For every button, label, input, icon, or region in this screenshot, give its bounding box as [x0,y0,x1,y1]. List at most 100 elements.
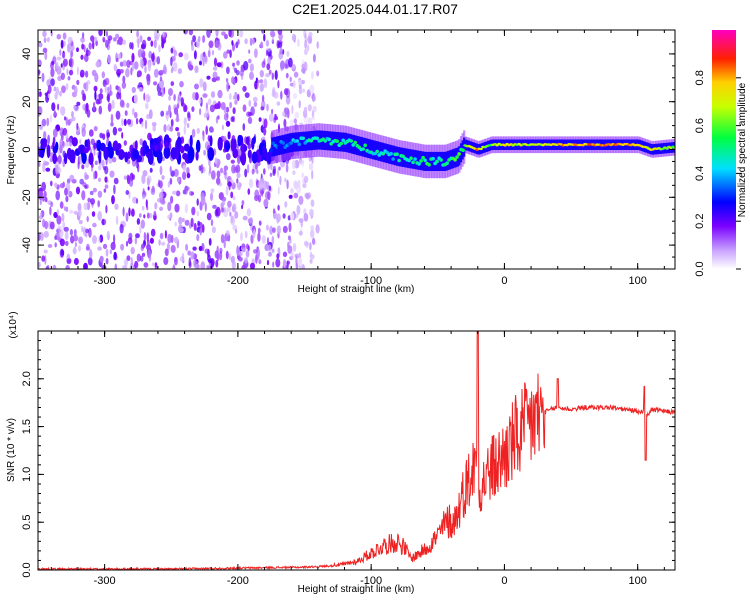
noise-band-blob [233,138,237,150]
noise-blob [214,208,219,217]
ridge-core [289,141,294,145]
noise-blob [90,35,95,42]
ridge-edge [280,135,283,155]
noise-blob [268,251,272,257]
noise-blob [183,125,187,135]
noise-blob [159,206,164,211]
noise-blob [257,227,261,234]
ridge-core [389,151,393,156]
noise-blob [172,62,178,72]
noise-blob [287,235,291,241]
noise-blob [269,172,273,177]
noise-blob [188,64,194,71]
colorbar-tick-label: 0.6 [694,118,706,133]
noise-blob [126,102,130,109]
noise-blob [261,235,266,244]
noise-blob [105,248,109,257]
noise-blob [170,195,174,204]
noise-blob [277,30,283,35]
noise-blob [315,224,320,234]
noise-band-blob [71,137,78,147]
noise-blob [285,72,289,79]
colorbar-tick-label: 0.8 [694,70,706,85]
noise-blob [136,30,140,38]
noise-blob [148,254,152,262]
noise-blob [272,227,276,234]
noise-blob [119,61,124,67]
x-tick-label: 0 [501,275,507,287]
noise-blob [53,110,57,117]
noise-blob [263,127,267,136]
noise-blob [307,117,312,126]
noise-blob [225,230,230,237]
noise-blob [115,110,121,120]
x-tick-label: 0 [501,575,507,587]
noise-blob [190,217,194,228]
noise-blob [256,169,259,175]
noise-blob [247,143,252,150]
noise-band-blob [69,149,76,164]
ridge-core [417,162,421,166]
noise-blob [134,236,138,245]
noise-blob [220,102,226,110]
noise-blob [65,265,70,269]
ridge-core [397,158,401,163]
noise-blob [143,92,146,101]
y-tick-label: 20 [21,96,33,108]
noise-blob [50,180,53,187]
noise-blob [38,59,42,67]
noise-blob [258,259,262,265]
ridge-core [391,157,395,161]
noise-blob [225,250,229,260]
noise-blob [284,201,288,208]
noise-blob [257,232,261,242]
noise-blob [85,232,88,238]
noise-blob [92,101,96,111]
noise-blob [285,163,289,173]
noise-blob [69,138,73,147]
noise-blob [125,240,129,247]
noise-blob [247,188,251,195]
noise-blob [271,36,274,44]
noise-blob [145,199,148,208]
noise-band-blob [52,152,57,165]
ridge-edge [429,151,432,171]
ridge-edge [354,135,357,155]
noise-blob [284,107,289,115]
noise-blob [51,102,56,112]
noise-blob [148,213,153,219]
noise-blob [301,79,305,85]
noise-blob [175,190,181,197]
noise-blob [217,115,220,120]
noise-blob [177,68,183,75]
ridge-edge [373,140,376,160]
noise-blob [221,207,225,213]
noise-blob [298,195,304,205]
noise-blob [275,258,281,268]
noise-blob [242,123,246,131]
noise-blob [173,49,178,57]
noise-blob [200,261,206,269]
noise-blob [122,206,125,217]
noise-blob [115,215,119,225]
noise-blob [228,92,232,101]
noise-blob [301,67,306,74]
noise-blob [244,168,248,178]
noise-blob [225,120,231,127]
noise-blob [259,83,264,92]
noise-blob [147,132,152,141]
noise-blob [303,48,308,56]
noise-blob [292,64,295,70]
noise-blob [77,202,82,212]
noise-blob [282,49,285,55]
noise-blob [286,179,289,190]
noise-blob [60,249,65,256]
noise-blob [137,38,140,49]
noise-blob [63,206,66,211]
noise-blob [277,247,280,253]
noise-blob [141,174,146,185]
noise-blob [46,36,50,43]
noise-blob [239,30,244,38]
noise-blob [61,85,66,94]
noise-band-blob [180,145,185,154]
